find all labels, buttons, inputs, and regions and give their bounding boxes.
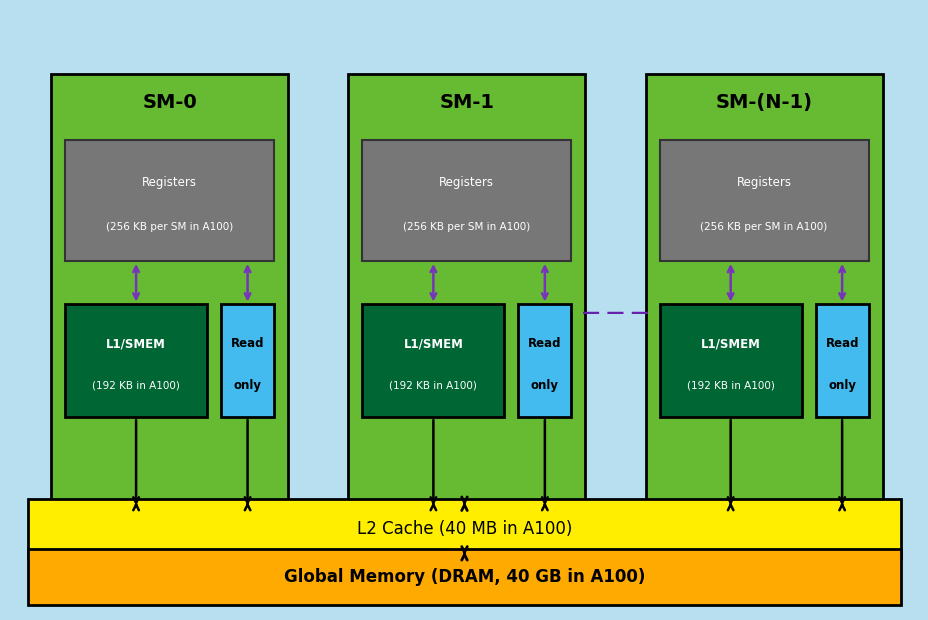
FancyBboxPatch shape bbox=[51, 74, 288, 508]
Text: Read: Read bbox=[230, 337, 264, 350]
FancyBboxPatch shape bbox=[659, 140, 868, 261]
Text: L1/SMEM: L1/SMEM bbox=[403, 337, 463, 350]
FancyBboxPatch shape bbox=[362, 140, 571, 261]
FancyBboxPatch shape bbox=[65, 304, 207, 417]
FancyBboxPatch shape bbox=[221, 304, 274, 417]
Text: only: only bbox=[530, 379, 559, 392]
FancyBboxPatch shape bbox=[65, 140, 274, 261]
Text: Registers: Registers bbox=[142, 175, 197, 188]
Text: SM-1: SM-1 bbox=[439, 93, 494, 112]
Text: Global Memory (DRAM, 40 GB in A100): Global Memory (DRAM, 40 GB in A100) bbox=[284, 567, 644, 586]
Text: Registers: Registers bbox=[439, 175, 494, 188]
FancyBboxPatch shape bbox=[659, 304, 801, 417]
FancyBboxPatch shape bbox=[28, 499, 900, 558]
FancyBboxPatch shape bbox=[645, 74, 882, 508]
FancyBboxPatch shape bbox=[28, 549, 900, 604]
Text: (192 KB in A100): (192 KB in A100) bbox=[92, 381, 180, 391]
Text: (192 KB in A100): (192 KB in A100) bbox=[686, 381, 774, 391]
Text: (256 KB per SM in A100): (256 KB per SM in A100) bbox=[700, 222, 827, 232]
Text: L2 Cache (40 MB in A100): L2 Cache (40 MB in A100) bbox=[356, 520, 572, 538]
FancyBboxPatch shape bbox=[815, 304, 868, 417]
Text: — — —: — — — bbox=[582, 304, 648, 322]
Text: Registers: Registers bbox=[736, 175, 791, 188]
Text: (256 KB per SM in A100): (256 KB per SM in A100) bbox=[106, 222, 233, 232]
Text: SM-(N-1): SM-(N-1) bbox=[715, 93, 812, 112]
Text: L1/SMEM: L1/SMEM bbox=[700, 337, 760, 350]
Text: only: only bbox=[827, 379, 856, 392]
Text: (192 KB in A100): (192 KB in A100) bbox=[389, 381, 477, 391]
Text: (256 KB per SM in A100): (256 KB per SM in A100) bbox=[403, 222, 530, 232]
FancyBboxPatch shape bbox=[518, 304, 571, 417]
Text: L1/SMEM: L1/SMEM bbox=[106, 337, 166, 350]
Text: Read: Read bbox=[824, 337, 858, 350]
Text: SM-0: SM-0 bbox=[142, 93, 197, 112]
Text: Read: Read bbox=[527, 337, 561, 350]
FancyBboxPatch shape bbox=[348, 74, 585, 508]
Text: only: only bbox=[233, 379, 262, 392]
FancyBboxPatch shape bbox=[362, 304, 504, 417]
